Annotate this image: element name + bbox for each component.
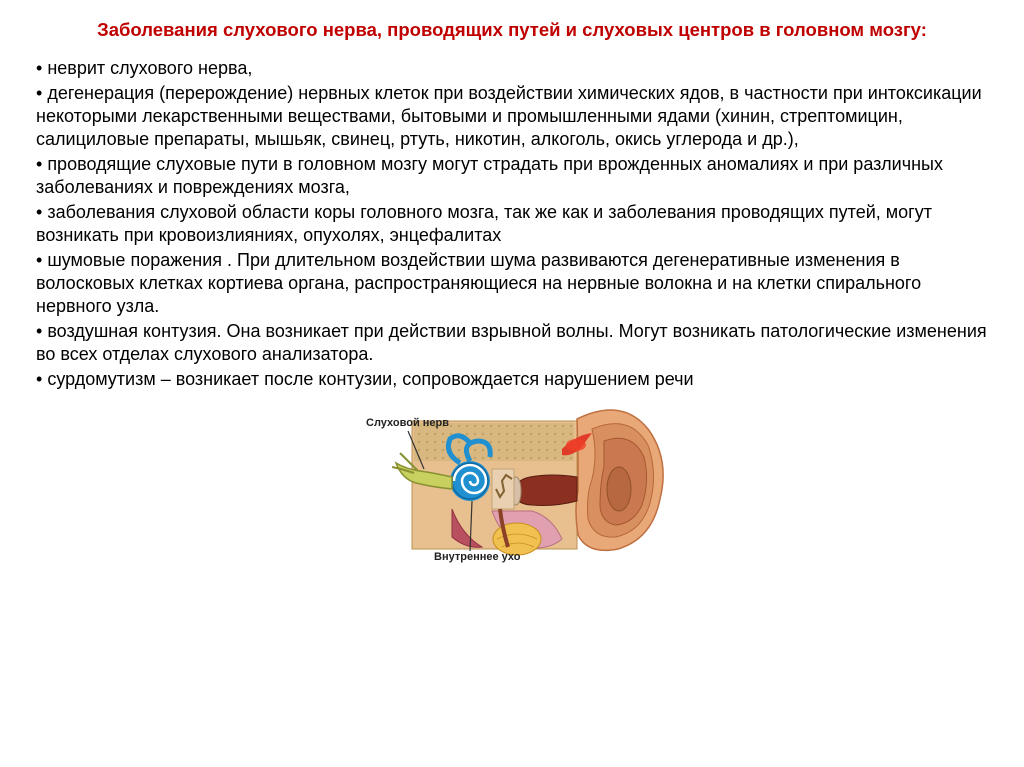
bullet-item: сурдомутизм – возникает после контузии, …	[36, 368, 988, 391]
bullet-item: шумовые поражения . При длительном возде…	[36, 249, 988, 318]
ear-diagram: Слуховой нерв Внутреннее ухо	[352, 399, 672, 574]
bullet-item: неврит слухового нерва,	[36, 57, 988, 80]
ear-diagram-container: Слуховой нерв Внутреннее ухо	[36, 399, 988, 579]
bullet-item: заболевания слуховой области коры головн…	[36, 201, 988, 247]
bullet-item: дегенерация (перерождение) нервных клето…	[36, 82, 988, 151]
label-auditory-nerve: Слуховой нерв	[366, 417, 449, 429]
bullet-item: проводящие слуховые пути в головном мозг…	[36, 153, 988, 199]
page-title: Заболевания слухового нерва, проводящих …	[36, 18, 988, 43]
bullet-item: воздушная контузия. Она возникает при де…	[36, 320, 988, 366]
bullet-list: неврит слухового нерва, дегенерация (пер…	[36, 57, 988, 391]
label-inner-ear: Внутреннее ухо	[434, 551, 520, 563]
